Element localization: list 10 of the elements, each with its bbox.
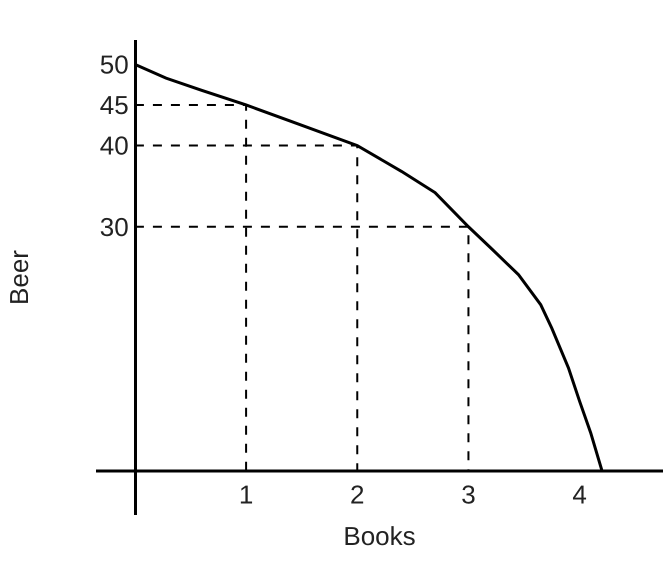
x-tick-label: 3 [461,480,476,510]
y-tick-label: 45 [100,90,129,120]
x-tick-label: 4 [572,480,587,510]
y-axis-title: Beer [4,250,34,305]
y-tick-label: 30 [100,212,129,242]
x-tick-label: 1 [238,480,254,510]
y-tick-label: 50 [100,49,129,80]
y-tick-label: 40 [100,130,129,161]
x-axis-title: Books [343,521,416,552]
x-tick-label: 2 [350,480,364,510]
